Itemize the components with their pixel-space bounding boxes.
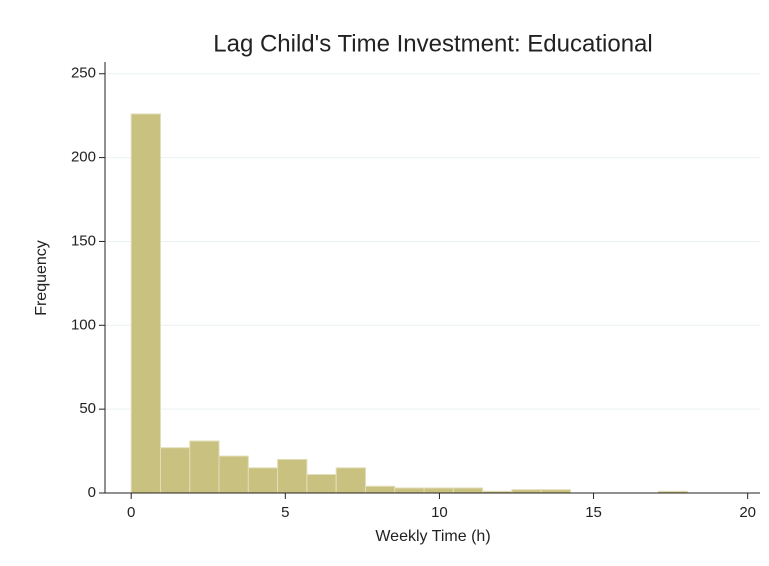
y-tick-label: 100 <box>71 316 96 333</box>
y-axis-label: Frequency <box>33 240 50 316</box>
y-tick-label: 150 <box>71 232 96 249</box>
bar <box>452 487 484 494</box>
bar <box>394 487 425 494</box>
y-tick-label: 200 <box>71 149 96 166</box>
x-tick-label: 0 <box>127 504 135 521</box>
bar <box>189 440 220 494</box>
x-axis-label: Weekly Time (h) <box>375 528 490 545</box>
x-tick-label: 15 <box>585 504 602 521</box>
bar <box>130 113 161 494</box>
bar <box>540 489 571 494</box>
bar <box>423 487 454 494</box>
bar <box>511 489 542 494</box>
bar <box>277 458 308 494</box>
bar <box>306 474 337 494</box>
bar <box>364 485 396 494</box>
bar <box>335 467 366 494</box>
x-tick-label: 5 <box>281 504 289 521</box>
bar <box>247 467 279 494</box>
x-tick-label: 10 <box>431 504 448 521</box>
y-tick-label: 0 <box>88 484 96 501</box>
bar <box>159 447 191 494</box>
chart-title: Lag Child's Time Investment: Educational <box>213 30 652 57</box>
y-tick-label: 250 <box>71 65 96 82</box>
bar <box>218 455 249 494</box>
x-tick-label: 20 <box>739 504 756 521</box>
y-tick-label: 50 <box>79 400 96 417</box>
